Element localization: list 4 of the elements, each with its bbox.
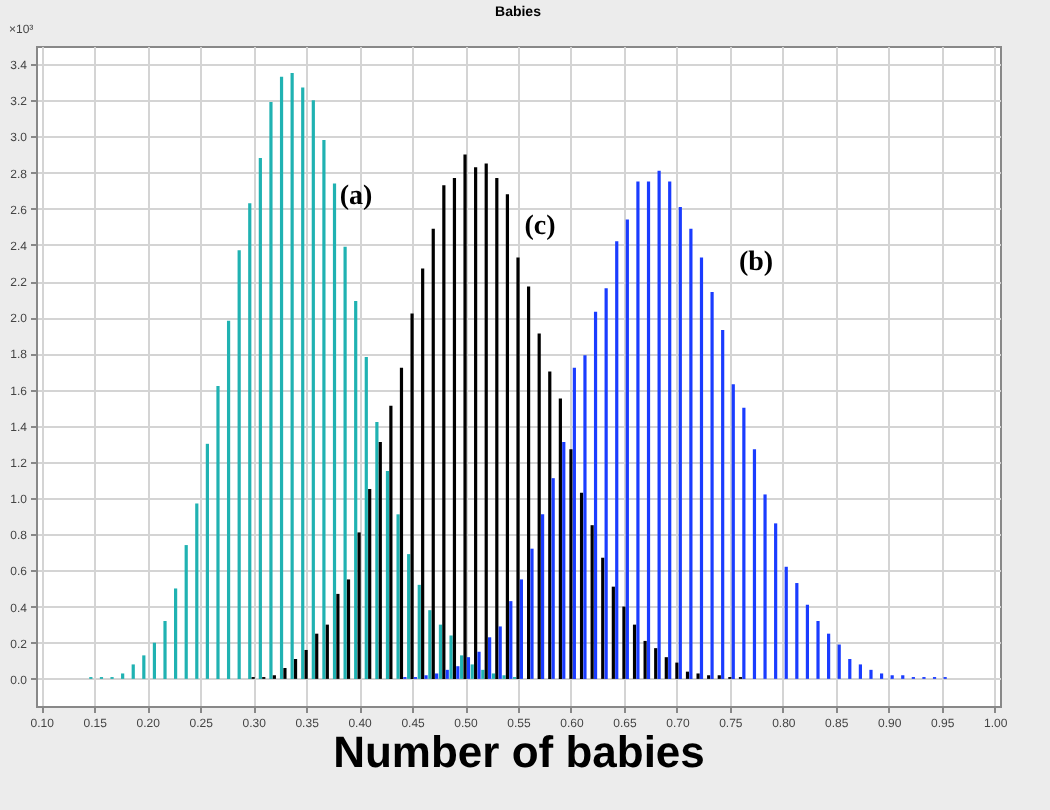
annotation: (b) [738,248,774,278]
x-axis-title: Number of babies [333,727,705,777]
annotation: (c) [524,212,557,242]
annotation: (a) [339,182,373,212]
